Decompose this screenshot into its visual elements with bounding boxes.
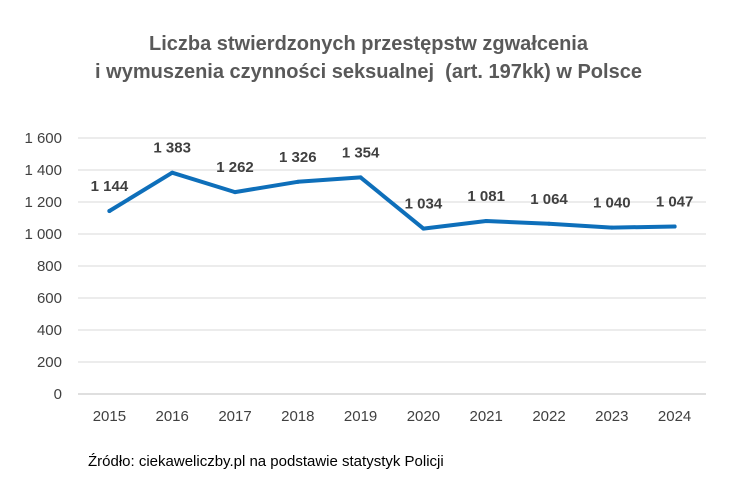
y-tick-label: 800 bbox=[37, 258, 62, 275]
data-point bbox=[672, 224, 677, 229]
data-label: 1 040 bbox=[593, 195, 631, 212]
data-label: 1 034 bbox=[405, 196, 443, 213]
y-axis-ticks: 0 200 400 600 800 1 000 1 200 1 400 1 600 bbox=[24, 130, 62, 403]
data-point bbox=[609, 225, 614, 230]
series-polyline bbox=[107, 170, 677, 231]
y-tick-label: 1 600 bbox=[24, 130, 62, 147]
data-label: 1 354 bbox=[342, 144, 380, 161]
x-tick-label: 2022 bbox=[532, 408, 565, 425]
data-point bbox=[421, 226, 426, 231]
x-tick-label: 2017 bbox=[218, 408, 251, 425]
data-point bbox=[547, 221, 551, 226]
x-tick-label: 2021 bbox=[470, 408, 503, 425]
data-label: 1 326 bbox=[279, 149, 317, 166]
series-line bbox=[107, 170, 677, 231]
data-point bbox=[170, 170, 175, 175]
gridlines bbox=[78, 137, 706, 395]
data-point bbox=[358, 175, 363, 180]
data-point bbox=[295, 179, 300, 184]
x-tick-label: 2016 bbox=[156, 408, 189, 425]
data-label: 1 064 bbox=[530, 191, 568, 208]
data-label: 1 144 bbox=[91, 178, 129, 195]
data-label: 1 047 bbox=[656, 193, 694, 210]
data-point bbox=[233, 190, 237, 195]
x-tick-label: 2020 bbox=[407, 408, 440, 425]
x-tick-label: 2019 bbox=[344, 408, 377, 425]
y-tick-label: 600 bbox=[37, 290, 62, 307]
data-labels: 1 144 1 383 1 262 1 326 1 354 1 034 1 081 1 064… bbox=[91, 140, 694, 213]
data-label: 1 262 bbox=[216, 159, 254, 176]
x-tick-label: 2023 bbox=[595, 408, 628, 425]
chart-title: Liczba stwierdzonych przestępstw zgwałce… bbox=[0, 30, 737, 86]
y-tick-label: 400 bbox=[37, 322, 62, 339]
y-tick-label: 1 400 bbox=[24, 162, 62, 179]
data-point bbox=[107, 208, 112, 213]
x-axis-ticks: 2015 2016 2017 2018 2019 2020 2021 2022 2023 2024 bbox=[93, 408, 692, 425]
source-note: Źródło: ciekaweliczby.pl na podstawie st… bbox=[88, 453, 444, 470]
data-label: 1 081 bbox=[467, 188, 505, 205]
chart-title-line-1: Liczba stwierdzonych przestępstw zgwałce… bbox=[148, 33, 588, 55]
x-tick-label: 2015 bbox=[93, 408, 126, 425]
data-label: 1 383 bbox=[153, 140, 191, 157]
y-tick-label: 1 200 bbox=[24, 194, 62, 211]
y-tick-label: 1 000 bbox=[24, 226, 62, 243]
x-tick-label: 2018 bbox=[281, 408, 314, 425]
y-tick-label: 0 bbox=[54, 386, 62, 403]
x-tick-label: 2024 bbox=[658, 408, 691, 425]
chart-title-line-2: i wymuszenia czynności seksualnej (art. … bbox=[95, 61, 642, 83]
y-tick-label: 200 bbox=[37, 354, 62, 371]
data-point bbox=[484, 219, 489, 224]
